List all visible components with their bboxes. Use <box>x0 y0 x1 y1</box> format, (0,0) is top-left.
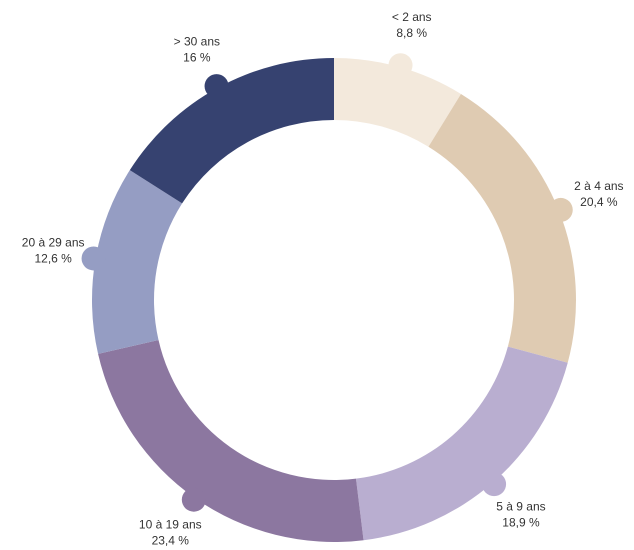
donut-segment <box>355 346 568 541</box>
donut-segment <box>334 58 461 147</box>
category-label: 20 à 29 ans <box>22 236 85 250</box>
donut-segment <box>92 170 183 354</box>
value-label: 12,6 % <box>34 252 72 266</box>
segment-knob <box>81 246 106 271</box>
value-label: 16 % <box>183 50 211 64</box>
donut-segment <box>98 340 364 542</box>
value-label: 23,4 % <box>152 533 190 547</box>
segment-knob <box>548 197 573 222</box>
value-label: 18,9 % <box>502 515 540 529</box>
segment-knob <box>204 74 229 99</box>
value-label: 20,4 % <box>580 195 618 209</box>
segment-knob <box>181 487 206 512</box>
donut-segment <box>129 58 334 204</box>
donut-segment <box>428 93 577 363</box>
category-label: > 30 ans <box>174 34 220 48</box>
category-label: < 2 ans <box>392 10 432 24</box>
value-label: 8,8 % <box>396 26 427 40</box>
segment-knob <box>388 53 413 78</box>
category-label: 10 à 19 ans <box>139 517 202 531</box>
category-label: 2 à 4 ans <box>574 179 623 193</box>
category-label: 5 à 9 ans <box>496 499 545 513</box>
segment-knob <box>482 472 507 497</box>
